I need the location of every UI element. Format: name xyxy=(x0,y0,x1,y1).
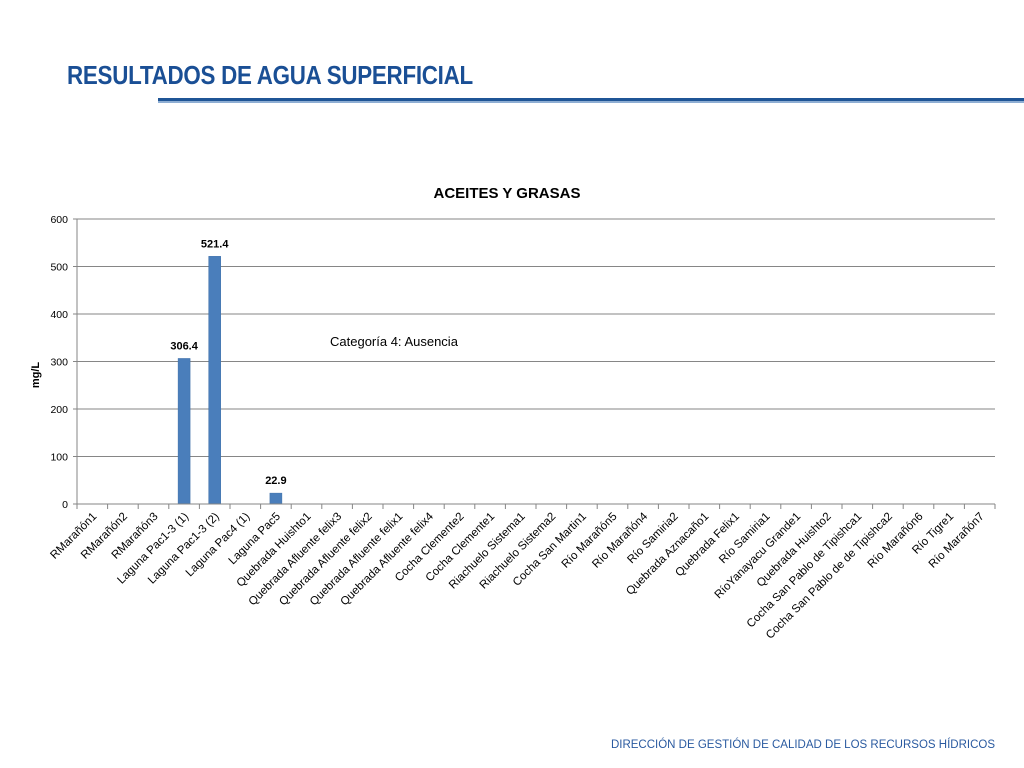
bar xyxy=(177,358,191,505)
bar-value-label: 22.9 xyxy=(265,475,286,487)
chart-annotation: Categoría 4: Ausencia xyxy=(330,334,459,349)
y-tick-label: 600 xyxy=(50,214,68,226)
bar-series xyxy=(177,256,283,505)
y-axis-label: mg/L xyxy=(30,362,42,389)
bar xyxy=(269,492,283,505)
bar xyxy=(208,256,221,505)
chart-gridlines xyxy=(77,218,995,457)
footer-text: DIRECCIÓN DE GESTIÓN DE CALIDAD DE LOS R… xyxy=(610,739,995,751)
title-underline xyxy=(158,98,1024,101)
bar-value-label: 306.4 xyxy=(170,340,198,352)
data-labels: 306.4 521.4 22.9 xyxy=(170,238,286,487)
y-tick-label: 100 xyxy=(50,452,68,464)
x-tick-label: Río Marañón7 xyxy=(927,511,987,571)
bar-value-label: 521.4 xyxy=(201,238,229,250)
chart-title: ACEITES Y GRASAS xyxy=(434,185,581,202)
y-axis-ticks: 0 100 200 300 400 500 600 xyxy=(50,214,77,511)
y-tick-label: 500 xyxy=(50,262,68,274)
title-underline-accent xyxy=(158,101,1024,103)
page-title: RESULTADOS DE AGUA SUPERFICIAL xyxy=(67,60,473,90)
y-tick-label: 400 xyxy=(50,309,68,321)
y-tick-label: 300 xyxy=(50,357,68,369)
y-tick-label: 200 xyxy=(50,404,68,416)
y-tick-label: 0 xyxy=(62,499,68,511)
